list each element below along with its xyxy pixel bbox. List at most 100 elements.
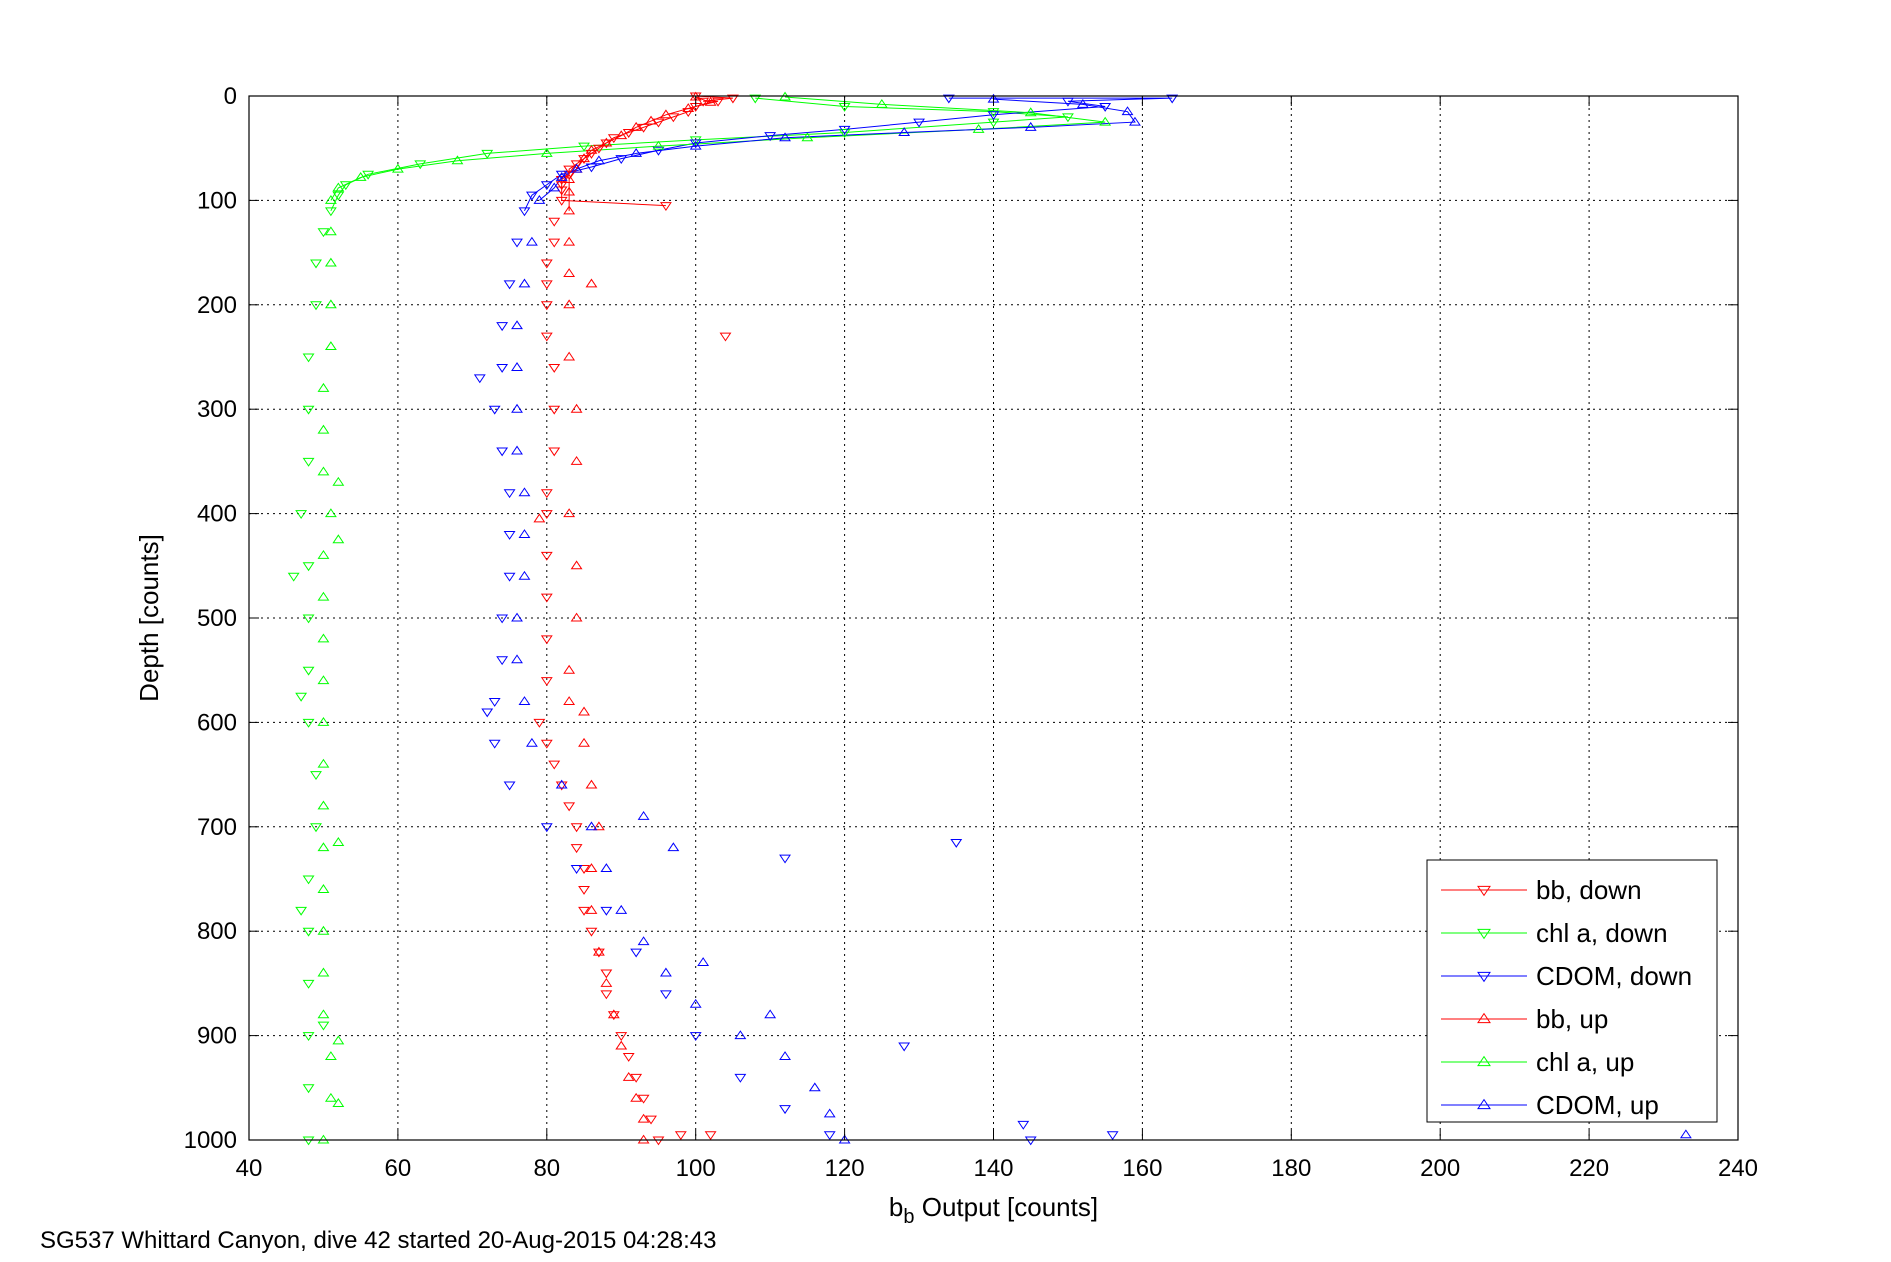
data-point-chl-a-down xyxy=(302,875,315,885)
series-markers xyxy=(287,91,1692,1146)
y-tick-label: 400 xyxy=(197,501,237,528)
data-point-chl-a-down xyxy=(302,457,315,467)
data-point-cdom-up xyxy=(570,163,583,173)
x-tick-label: 160 xyxy=(1122,1155,1162,1182)
data-point-cdom-down xyxy=(525,191,538,201)
data-point-chl-a-down xyxy=(295,510,308,520)
data-point-cdom-up xyxy=(659,967,672,977)
data-point-cdom-up xyxy=(637,810,650,820)
data-point-cdom-down xyxy=(689,139,702,149)
data-point-chl-a-down xyxy=(302,614,315,624)
data-point-chl-a-down xyxy=(302,353,315,363)
data-point-bb-up xyxy=(578,706,590,716)
data-point-bb-down xyxy=(637,123,650,133)
y-tick-label: 0 xyxy=(224,83,237,110)
data-point-cdom-up xyxy=(525,236,538,246)
legend-label: chl a, up xyxy=(1536,1047,1634,1077)
data-point-cdom-up xyxy=(525,737,538,747)
data-point-chl-a-up xyxy=(317,884,330,893)
data-point-bb-down xyxy=(540,635,553,645)
data-point-bb-down xyxy=(540,677,553,687)
legend-item-chl-a-down: chl a, down xyxy=(1441,918,1668,948)
legend-label: bb, down xyxy=(1536,875,1642,905)
data-point-cdom-down xyxy=(823,1131,836,1141)
x-tick-label: 120 xyxy=(825,1155,865,1182)
data-point-cdom-down xyxy=(1106,1131,1119,1141)
data-point-chl-a-up xyxy=(317,591,330,601)
data-point-cdom-up xyxy=(779,132,791,142)
data-point-cdom-up xyxy=(518,696,531,706)
data-point-bb-down xyxy=(563,170,576,180)
x-tick-label: 100 xyxy=(676,1155,716,1182)
data-point-bb-up xyxy=(630,121,643,131)
data-point-bb-up xyxy=(615,1040,628,1050)
data-point-cdom-down xyxy=(496,322,509,332)
data-point-bb-up xyxy=(600,977,613,987)
data-point-bb-up xyxy=(563,351,576,361)
y-tick-label: 900 xyxy=(197,1023,237,1050)
data-point-cdom-down xyxy=(615,155,628,165)
legend-swatch-marker xyxy=(1477,885,1491,897)
legend-swatch-marker xyxy=(1477,928,1491,940)
data-point-bb-down xyxy=(548,217,561,227)
data-point-cdom-up xyxy=(764,1009,777,1019)
y-tick-label: 100 xyxy=(197,187,237,214)
data-point-cdom-up xyxy=(518,487,531,497)
data-point-chl-a-down xyxy=(317,228,330,238)
data-point-bb-up xyxy=(630,1092,643,1102)
data-point-chl-a-up xyxy=(332,476,345,486)
y-tick-label: 200 xyxy=(197,292,237,319)
data-point-cdom-down xyxy=(481,708,494,718)
data-point-bb-down xyxy=(697,97,710,107)
data-point-bb-up xyxy=(659,109,672,119)
data-point-cdom-up xyxy=(838,1134,851,1144)
data-point-bb-down xyxy=(548,760,561,770)
data-point-cdom-up xyxy=(555,779,568,789)
data-point-bb-down xyxy=(585,149,598,159)
data-point-bb-up xyxy=(570,455,583,465)
data-point-chl-a-up xyxy=(317,925,330,935)
data-point-bb-up xyxy=(563,664,576,674)
x-axis-label: bb Output [counts] xyxy=(889,1192,1098,1228)
data-point-bb-down xyxy=(540,301,553,311)
data-point-cdom-down xyxy=(1099,102,1112,112)
data-point-bb-down xyxy=(600,139,613,149)
x-axis-label-subscript: b xyxy=(903,1206,914,1228)
data-point-bb-down xyxy=(630,1073,643,1083)
x-tick-label: 240 xyxy=(1718,1155,1758,1182)
series-line-cdom-down xyxy=(524,97,1173,212)
data-point-cdom-down xyxy=(913,118,925,128)
data-point-bb-up xyxy=(704,96,717,106)
data-point-chl-a-up xyxy=(324,1092,337,1102)
data-point-bb-down xyxy=(563,802,576,812)
data-point-cdom-down xyxy=(496,656,509,666)
legend-item-bb-up: bb, up xyxy=(1441,1004,1608,1034)
data-point-bb-up xyxy=(563,696,576,706)
data-point-cdom-up xyxy=(1121,106,1134,116)
data-point-chl-a-down xyxy=(295,906,308,916)
data-point-bb-down xyxy=(540,593,553,603)
data-point-bb-down xyxy=(578,885,590,895)
data-point-bb-down xyxy=(540,280,553,290)
data-point-chl-a-up xyxy=(451,155,464,165)
data-point-bb-up xyxy=(563,174,576,184)
legend-label: CDOM, down xyxy=(1536,961,1692,991)
data-point-bb-down xyxy=(540,259,553,269)
data-point-chl-a-down xyxy=(324,207,337,217)
data-point-bb-down xyxy=(540,332,553,342)
data-point-cdom-up xyxy=(1024,121,1037,131)
y-tick-labels: 0 100 200 300 400 500 600 700 800 900 1000 xyxy=(184,83,237,1154)
data-point-cdom-up xyxy=(511,445,523,455)
data-point-bb-down xyxy=(555,196,568,206)
data-point-cdom-up xyxy=(637,936,650,946)
data-point-bb-up xyxy=(563,205,576,215)
data-point-chl-a-down xyxy=(749,94,762,104)
y-tick-label: 300 xyxy=(197,396,237,423)
data-point-bb-up xyxy=(585,144,598,154)
legend-swatch-marker xyxy=(1477,1098,1491,1110)
grid-lines xyxy=(249,96,1738,1140)
data-point-cdom-up xyxy=(511,320,523,330)
data-point-chl-a-down xyxy=(302,979,315,989)
x-tick-label: 40 xyxy=(236,1155,263,1182)
data-point-cdom-down xyxy=(540,823,553,833)
